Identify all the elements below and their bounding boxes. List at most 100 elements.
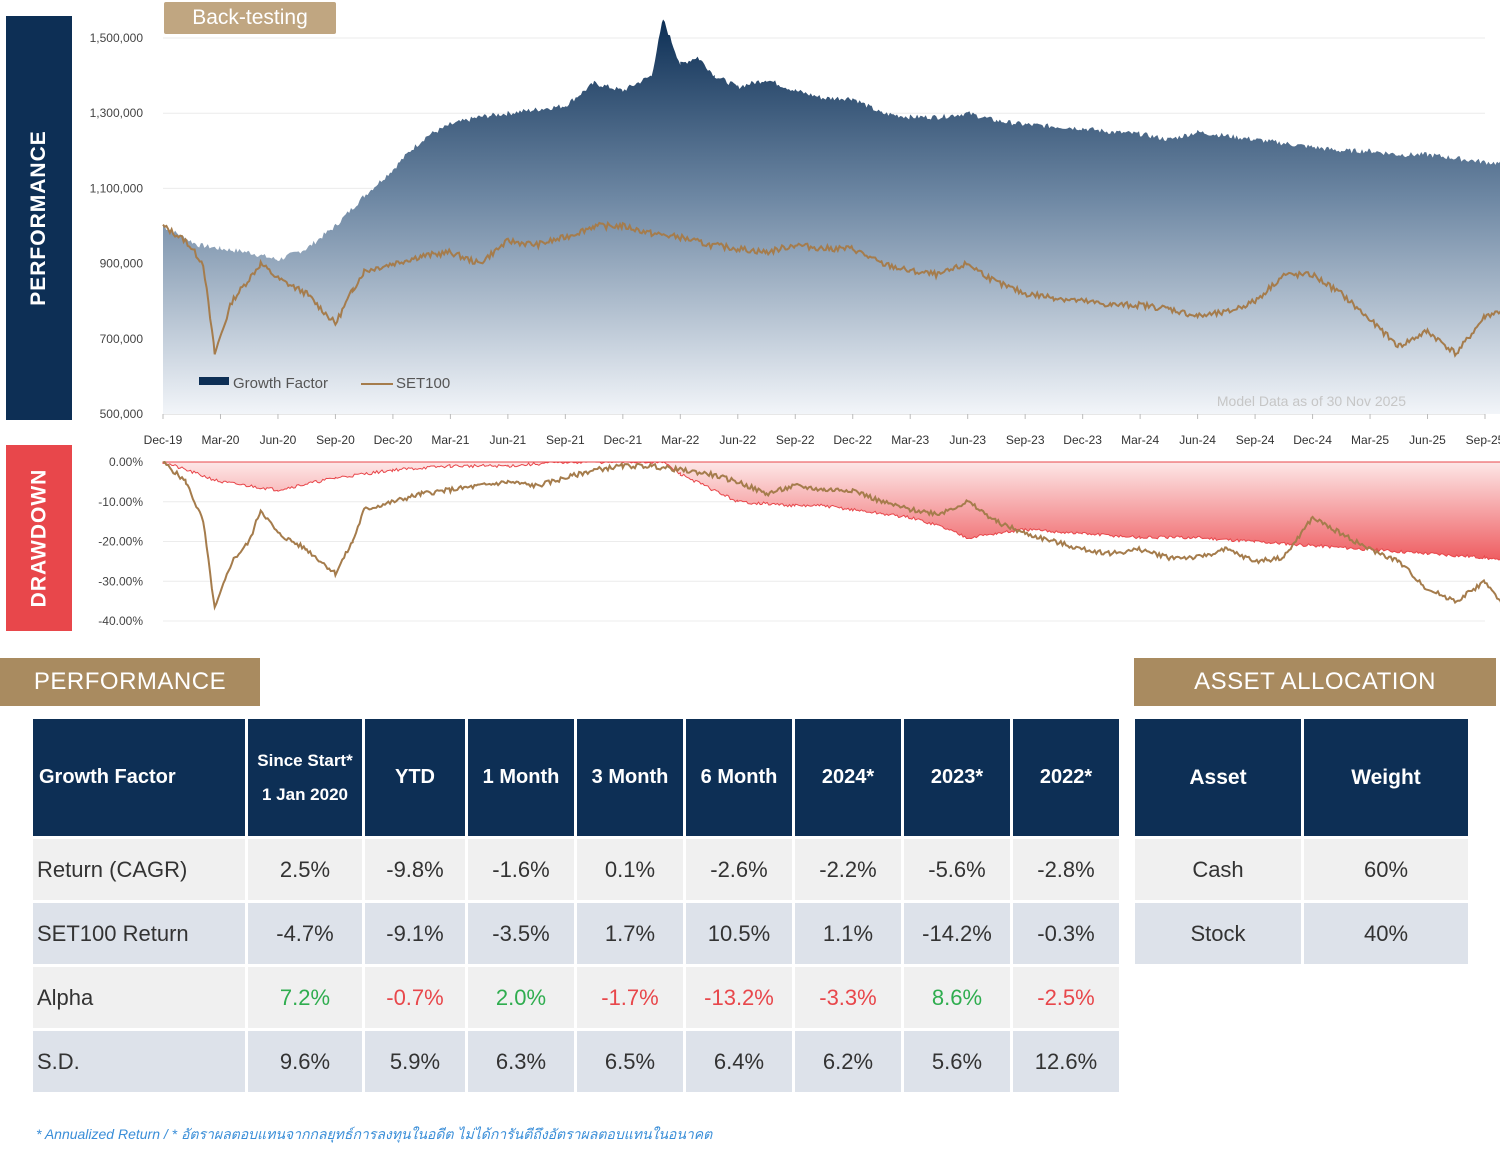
- perf-x-tick-label: Jun-20: [260, 433, 297, 447]
- dd-y-tick-label: -40.00%: [98, 614, 143, 628]
- dd-y-tick-label: -30.00%: [98, 574, 143, 588]
- alpha-cell-negative: -0.7%: [365, 967, 465, 1028]
- asset-allocation-header: ASSET ALLOCATION: [1134, 658, 1496, 706]
- asset-name: Cash: [1135, 839, 1301, 900]
- table-cell: -9.1%: [365, 903, 465, 964]
- performance-table: Growth Factor Since Start* 1 Jan 2020 YT…: [30, 716, 1122, 1095]
- perf-y-tick-label: 500,000: [100, 407, 144, 421]
- asset-allocation-table: Asset Weight Cash 60% Stock 40%: [1132, 716, 1471, 967]
- perf-y-tick-label: 1,500,000: [90, 31, 144, 45]
- perf-x-tick-label: Dec-20: [374, 433, 413, 447]
- table-cell: -1.6%: [468, 839, 574, 900]
- table-cell: 6.3%: [468, 1031, 574, 1092]
- backtesting-tab[interactable]: Back-testing: [164, 2, 336, 34]
- alpha-cell-positive: 2.0%: [468, 967, 574, 1028]
- col-header-weight: Weight: [1304, 719, 1468, 836]
- col-header-1-month: 1 Month: [468, 719, 574, 836]
- col-header-since-start: Since Start* 1 Jan 2020: [248, 719, 362, 836]
- perf-y-tick-label: 900,000: [100, 257, 144, 271]
- performance-section-header: PERFORMANCE: [0, 658, 260, 706]
- row-label: Return (CAGR): [33, 839, 245, 900]
- alpha-cell-negative: -13.2%: [686, 967, 792, 1028]
- table-cell: 1.1%: [795, 903, 901, 964]
- perf-x-tick-label: Jun-22: [719, 433, 756, 447]
- perf-x-tick-label: Jun-23: [949, 433, 986, 447]
- legend-set100-label: SET100: [396, 375, 450, 392]
- table-cell: 6.2%: [795, 1031, 901, 1092]
- perf-x-tick-label: Mar-23: [891, 433, 929, 447]
- col-header-2024: 2024*: [795, 719, 901, 836]
- perf-y-tick-label: 700,000: [100, 332, 144, 346]
- perf-x-tick-label: Dec-24: [1293, 433, 1332, 447]
- table-cell: 12.6%: [1013, 1031, 1119, 1092]
- table-cell: 6.4%: [686, 1031, 792, 1092]
- set100-drawdown-line: [162, 460, 1500, 611]
- performance-side-label: PERFORMANCE: [6, 16, 72, 420]
- col-header-3-month: 3 Month: [577, 719, 683, 836]
- drawdown-chart: 0.00% -10.00% -20.00% -30.00% -40.00%: [98, 455, 1500, 628]
- perf-x-tick-label: Mar-22: [661, 433, 699, 447]
- table-row-alpha: Alpha 7.2% -0.7% 2.0% -1.7% -13.2% -3.3%…: [33, 967, 1119, 1028]
- table-cell: 6.5%: [577, 1031, 683, 1092]
- performance-section-title: PERFORMANCE: [33, 668, 227, 695]
- dd-y-tick-label: 0.00%: [109, 455, 143, 469]
- charts-canvas: 500,000 700,000 900,000 1,100,000 1,300,000 1…: [90, 19, 1500, 628]
- table-cell: 1.7%: [577, 903, 683, 964]
- set100-line: [162, 220, 1500, 358]
- perf-x-tick-label: Sep-24: [1236, 433, 1275, 447]
- chart-legend: Growth Factor SET100: [199, 375, 450, 392]
- perf-x-tick-label: Dec-23: [1063, 433, 1102, 447]
- col-header-2022: 2022*: [1013, 719, 1119, 836]
- table-row-return-cagr: Return (CAGR) 2.5% -9.8% -1.6% 0.1% -2.6…: [33, 839, 1119, 900]
- table-cell: -0.3%: [1013, 903, 1119, 964]
- table-cell: 5.6%: [904, 1031, 1010, 1092]
- table-cell: 5.9%: [365, 1031, 465, 1092]
- col-header-asset: Asset: [1135, 719, 1301, 836]
- asset-name: Stock: [1135, 903, 1301, 964]
- col-header-6-month: 6 Month: [686, 719, 792, 836]
- model-data-note: Model Data as of 30 Nov 2025: [1217, 393, 1406, 409]
- perf-y-tick-label: 1,100,000: [90, 181, 144, 195]
- alpha-cell-positive: 8.6%: [904, 967, 1010, 1028]
- perf-x-tick-label: Sep-22: [776, 433, 815, 447]
- table-row-sd: S.D. 9.6% 5.9% 6.3% 6.5% 6.4% 6.2% 5.6% …: [33, 1031, 1119, 1092]
- dd-y-tick-label: -20.00%: [98, 535, 143, 549]
- col-header-growth-factor: Growth Factor: [33, 719, 245, 836]
- perf-x-tick-label: Dec-19: [144, 433, 183, 447]
- perf-x-tick-label: Mar-20: [201, 433, 239, 447]
- growth-factor-drawdown-area: [162, 461, 1500, 561]
- table-cell: -9.8%: [365, 839, 465, 900]
- asset-weight: 60%: [1304, 839, 1468, 900]
- table-cell: 9.6%: [248, 1031, 362, 1092]
- asset-row-cash: Cash 60%: [1135, 839, 1468, 900]
- table-cell: -2.6%: [686, 839, 792, 900]
- alpha-cell-positive: 7.2%: [248, 967, 362, 1028]
- table-cell: -5.6%: [904, 839, 1010, 900]
- asset-weight: 40%: [1304, 903, 1468, 964]
- since-start-label: Since Start*: [257, 750, 353, 770]
- perf-x-tick-label: Dec-21: [603, 433, 642, 447]
- perf-x-tick-label: Mar-25: [1351, 433, 1389, 447]
- table-cell: -4.7%: [248, 903, 362, 964]
- alpha-cell-negative: -3.3%: [795, 967, 901, 1028]
- growth-factor-area: [163, 19, 1500, 414]
- row-label: S.D.: [33, 1031, 245, 1092]
- perf-x-tick-label: Mar-21: [431, 433, 469, 447]
- drawdown-side-label: DRAWDOWN: [6, 445, 72, 631]
- table-cell: 0.1%: [577, 839, 683, 900]
- perf-x-tick-label: Dec-22: [833, 433, 872, 447]
- asset-table-header-row: Asset Weight: [1135, 719, 1468, 836]
- perf-x-tick-label: Jun-25: [1409, 433, 1446, 447]
- perf-y-tick-label: 1,300,000: [90, 106, 144, 120]
- table-cell: -14.2%: [904, 903, 1010, 964]
- perf-x-tick-label: Jun-24: [1179, 433, 1216, 447]
- perf-x-tick-label: Mar-24: [1121, 433, 1159, 447]
- table-row-set100-return: SET100 Return -4.7% -9.1% -3.5% 1.7% 10.…: [33, 903, 1119, 964]
- perf-x-tick-label: Sep-20: [316, 433, 355, 447]
- perf-x-tick-label: Sep-21: [546, 433, 585, 447]
- legend-growth-factor-swatch: [199, 377, 229, 385]
- col-header-2023: 2023*: [904, 719, 1010, 836]
- table-cell: -2.2%: [795, 839, 901, 900]
- alpha-cell-negative: -2.5%: [1013, 967, 1119, 1028]
- alpha-cell-negative: -1.7%: [577, 967, 683, 1028]
